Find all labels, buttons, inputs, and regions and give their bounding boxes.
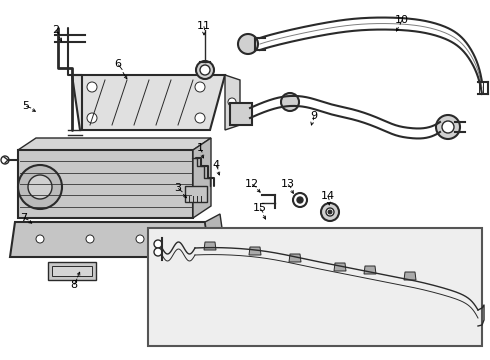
Bar bbox=[48, 262, 96, 280]
Text: 4: 4 bbox=[213, 160, 220, 170]
Polygon shape bbox=[364, 266, 376, 274]
Text: 12: 12 bbox=[245, 179, 259, 189]
Circle shape bbox=[154, 248, 162, 256]
Text: 11: 11 bbox=[197, 21, 211, 31]
Polygon shape bbox=[72, 75, 225, 130]
Text: 8: 8 bbox=[71, 280, 77, 290]
Polygon shape bbox=[193, 138, 211, 218]
Circle shape bbox=[195, 82, 205, 92]
Polygon shape bbox=[205, 214, 225, 257]
Circle shape bbox=[86, 235, 94, 243]
Polygon shape bbox=[289, 254, 301, 262]
Bar bbox=[18, 150, 193, 218]
Polygon shape bbox=[10, 222, 210, 257]
Polygon shape bbox=[404, 272, 416, 280]
Circle shape bbox=[326, 208, 334, 216]
Circle shape bbox=[18, 165, 62, 209]
Text: 13: 13 bbox=[281, 179, 295, 189]
Circle shape bbox=[293, 193, 307, 207]
Circle shape bbox=[176, 235, 184, 243]
Circle shape bbox=[1, 156, 9, 164]
Circle shape bbox=[136, 235, 144, 243]
Circle shape bbox=[196, 61, 214, 79]
Circle shape bbox=[87, 82, 97, 92]
Text: 15: 15 bbox=[253, 203, 267, 213]
Polygon shape bbox=[225, 75, 240, 130]
Circle shape bbox=[297, 197, 303, 203]
Circle shape bbox=[436, 115, 460, 139]
Bar bbox=[185, 186, 207, 202]
Bar bbox=[148, 228, 482, 346]
Polygon shape bbox=[18, 138, 211, 150]
Text: 3: 3 bbox=[174, 183, 181, 193]
Polygon shape bbox=[249, 247, 261, 255]
Circle shape bbox=[87, 113, 97, 123]
Polygon shape bbox=[334, 263, 346, 271]
Text: 5: 5 bbox=[23, 101, 29, 111]
Text: 7: 7 bbox=[21, 213, 27, 223]
Circle shape bbox=[321, 203, 339, 221]
Text: 1: 1 bbox=[196, 143, 203, 153]
Circle shape bbox=[195, 113, 205, 123]
Circle shape bbox=[154, 240, 162, 248]
Circle shape bbox=[328, 210, 332, 214]
Bar bbox=[230, 103, 252, 125]
Text: 10: 10 bbox=[395, 15, 409, 25]
Text: 6: 6 bbox=[115, 59, 122, 69]
Text: 9: 9 bbox=[311, 111, 318, 121]
Circle shape bbox=[442, 121, 454, 133]
Text: 2: 2 bbox=[52, 25, 60, 35]
Bar bbox=[52, 266, 92, 276]
Circle shape bbox=[238, 34, 258, 54]
Circle shape bbox=[228, 98, 236, 106]
Circle shape bbox=[200, 65, 210, 75]
Polygon shape bbox=[204, 242, 216, 250]
Circle shape bbox=[281, 93, 299, 111]
Text: 14: 14 bbox=[321, 191, 335, 201]
Circle shape bbox=[28, 175, 52, 199]
Circle shape bbox=[36, 235, 44, 243]
